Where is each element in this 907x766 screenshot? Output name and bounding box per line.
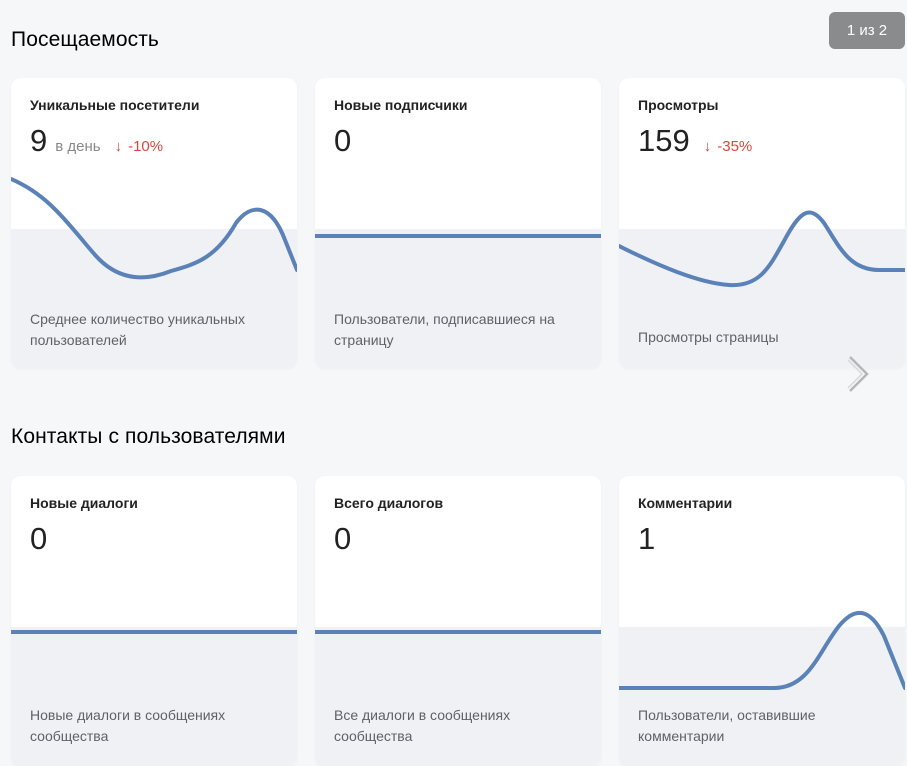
card-views[interactable]: Просмотры 159 ↓ -35% Просмотры страницы (619, 78, 905, 368)
arrow-down-icon: ↓ (703, 138, 712, 155)
card-description: Среднее количество уникальных пользовате… (30, 311, 245, 348)
card-description: Пользователи, подписавшиеся на страницу (334, 311, 555, 348)
card-total-dialogs[interactable]: Всего диалогов 0 Все диалоги в сообщения… (315, 476, 601, 766)
sparkline-new-subscribers (315, 234, 601, 238)
card-comments[interactable]: Комментарии 1 Пользователи, оставившие к… (619, 476, 905, 766)
metric-value: 0 (30, 521, 48, 556)
card-new-dialogs[interactable]: Новые диалоги 0 Новые диалоги в сообщени… (11, 476, 297, 766)
metric-value: 159 (638, 123, 690, 158)
metric-value: 0 (334, 123, 352, 158)
metric-change: ↓ -10% (114, 138, 164, 155)
card-description: Просмотры страницы (638, 329, 779, 345)
section-title-traffic: Посещаемость (11, 28, 159, 51)
chart-band (11, 627, 297, 766)
section-title-contacts: Контакты с пользователями (11, 425, 286, 448)
chevron-right-icon[interactable] (843, 352, 873, 396)
arrow-down-icon: ↓ (114, 138, 123, 155)
pager-indicator[interactable]: 1 из 2 (829, 12, 905, 49)
sparkline-comments (619, 610, 905, 690)
chart-band (619, 229, 905, 368)
card-unique-visitors[interactable]: Уникальные посетители 9 в день ↓ -10% Сре… (11, 78, 297, 368)
metric-value: 0 (334, 521, 352, 556)
metric-value: 1 (638, 521, 656, 556)
metric-unit: в день (55, 138, 101, 155)
chart-band (315, 627, 601, 766)
card-description: Все диалоги в сообщениях сообщества (334, 707, 511, 744)
card-new-subscribers[interactable]: Новые подписчики 0 Пользователи, подписа… (315, 78, 601, 368)
card-label: Всего диалогов (334, 495, 444, 511)
card-description: Новые диалоги в сообщениях сообщества (30, 707, 226, 744)
card-label: Уникальные посетители (30, 97, 200, 113)
chart-band (11, 229, 297, 368)
sparkline-views (619, 210, 905, 288)
card-description: Пользователи, оставившие комментарии (638, 707, 816, 744)
chart-band (619, 627, 905, 766)
chart-band (315, 229, 601, 368)
metric-change: ↓ -35% (703, 138, 753, 155)
card-label: Новые подписчики (334, 97, 468, 113)
sparkline-total-dialogs (315, 630, 601, 634)
card-label: Комментарии (638, 495, 733, 511)
card-label: Просмотры (638, 97, 719, 113)
metric-value: 9 (30, 123, 48, 158)
sparkline-unique-visitors (11, 177, 297, 280)
sparkline-new-dialogs (11, 630, 297, 634)
card-label: Новые диалоги (30, 495, 138, 511)
